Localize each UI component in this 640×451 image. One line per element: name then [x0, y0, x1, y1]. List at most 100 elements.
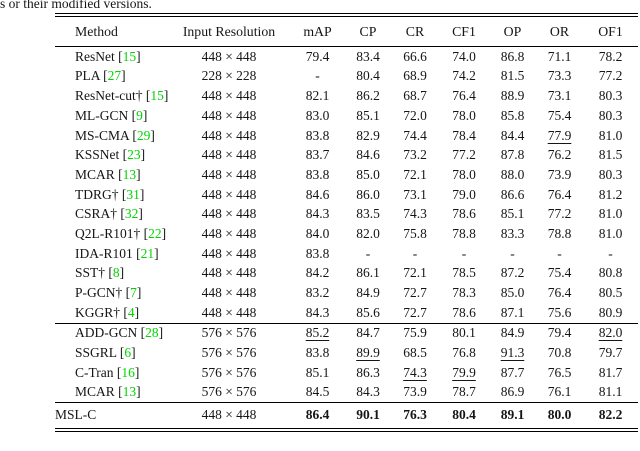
metric-cell: 73.3: [536, 67, 583, 87]
metric-value: 89.1: [500, 407, 525, 423]
citation-link[interactable]: 32: [124, 206, 139, 222]
metric-value: 78.3: [452, 285, 476, 301]
citation-link[interactable]: 7: [130, 285, 137, 301]
metric-cell: 91.3: [489, 343, 536, 363]
table-row: SST† [8] 448 × 448 84.2 86.1 72.1 78.5 87.2 75.…: [55, 264, 638, 284]
citation-link[interactable]: 23: [127, 147, 141, 163]
citation-link[interactable]: 29: [136, 127, 151, 143]
metric-value: 77.2: [547, 206, 572, 222]
metric-cell: -: [489, 244, 536, 264]
metric-value: 72.1: [403, 265, 427, 281]
citation-link[interactable]: 6: [124, 345, 132, 361]
citation-link[interactable]: 13: [122, 384, 137, 400]
metric-cell: 85.0: [489, 283, 536, 303]
metric-value: 68.9: [403, 68, 427, 84]
method-name: KSSNet: [75, 147, 120, 163]
metric-value: 75.4: [547, 265, 572, 281]
citation-link[interactable]: 15: [150, 88, 164, 104]
metric-cell: 81.0: [583, 205, 638, 225]
metric-cell: 76.1: [536, 383, 583, 403]
citation-link[interactable]: 9: [136, 107, 143, 123]
method-cell: ADD-GCN [28]: [75, 325, 164, 341]
citation-link[interactable]: 4: [127, 304, 135, 320]
metric-cell: 74.2: [439, 67, 489, 87]
metric-cell: 80.3: [583, 106, 638, 126]
method-name: IDA-R101: [75, 245, 133, 261]
caption-fragment: s or their modified versions.: [0, 0, 152, 11]
table-row: ResNet [15] 448 × 448 79.4 83.4 66.6 74.0 86.8…: [55, 47, 638, 67]
method-name: ADD-GCN: [75, 325, 138, 341]
table-row: KSSNet [23] 448 × 448 83.7 84.6 73.2 77.2 87.8…: [55, 145, 638, 165]
table-row: MS-CMA [29] 448 × 448 83.8 82.9 74.4 78.4 84.4…: [55, 126, 638, 146]
metric-cell: 78.3: [439, 283, 489, 303]
table-group-1: ResNet [15] 448 × 448 79.4 83.4 66.6 74.0 86.8…: [55, 46, 638, 324]
metric-value: 81.1: [598, 384, 623, 400]
metric-value: 77.2: [452, 147, 476, 163]
citation-link[interactable]: 27: [107, 68, 122, 84]
metric-value: -: [365, 245, 371, 261]
metric-cell: 84.3: [345, 383, 391, 403]
input-resolution-cell: 448 × 448: [201, 225, 257, 241]
metric-value: 74.4: [403, 127, 427, 143]
citation-link[interactable]: 15: [122, 48, 137, 64]
metric-cell: 72.7: [391, 283, 439, 303]
metric-cell: 74.4: [391, 126, 439, 146]
metric-value: 76.4: [452, 88, 476, 104]
method-cell: IDA-R101 [21]: [75, 245, 159, 261]
input-resolution-cell: 448 × 448: [201, 245, 257, 261]
metric-value: 86.1: [356, 265, 380, 281]
metric-value: 87.8: [500, 147, 525, 163]
table-row: ResNet-cut† [15] 448 × 448 82.1 86.2 68.7 76.…: [55, 86, 638, 106]
citation-link[interactable]: 21: [140, 245, 155, 261]
metric-cell: -: [290, 67, 345, 87]
metric-value: 75.6: [547, 304, 572, 320]
citation-link[interactable]: 31: [126, 186, 140, 202]
metric-cell: 72.1: [391, 165, 439, 185]
metric-value: 72.1: [403, 166, 427, 182]
metric-cell: 84.6: [290, 185, 345, 205]
metric-cell: 83.5: [345, 205, 391, 225]
metric-cell: 81.5: [583, 145, 638, 165]
metric-cell: 84.0: [290, 224, 345, 244]
metric-value: 84.9: [356, 285, 380, 301]
citation-link[interactable]: 16: [121, 364, 135, 380]
method-cell: MS-CMA [29]: [75, 127, 155, 143]
metric-value: 80.3: [598, 166, 623, 182]
metric-value: 74.3: [403, 206, 427, 222]
metric-cell: 78.0: [439, 165, 489, 185]
metric-value: 84.3: [305, 206, 330, 222]
metric-cell: 80.3: [583, 165, 638, 185]
metric-value: 84.3: [356, 384, 380, 400]
metric-value: 83.8: [305, 166, 330, 182]
metric-cell: 88.9: [489, 86, 536, 106]
metric-value: 84.7: [356, 325, 380, 341]
input-resolution-cell: 576 × 576: [201, 364, 257, 380]
metric-value: 80.8: [598, 265, 623, 281]
metric-cell: 86.9: [489, 383, 536, 403]
metric-cell: 79.9: [439, 363, 489, 383]
table-group-3: MSL-C 448 × 448 86.4 90.1 76.3 80.4 89.1 80.0 82…: [55, 402, 638, 430]
metric-value: 79.4: [547, 325, 572, 341]
metric-cell: 82.0: [583, 323, 638, 343]
citation-link[interactable]: 22: [148, 225, 162, 241]
metric-cell: 80.3: [583, 86, 638, 106]
metric-value: 73.1: [403, 186, 427, 202]
metric-cell: 81.5: [489, 67, 536, 87]
metric-cell: 83.8: [290, 343, 345, 363]
citation-link[interactable]: 28: [145, 325, 159, 341]
metric-value: 76.1: [547, 384, 572, 400]
citation-link[interactable]: 13: [122, 166, 137, 182]
metric-cell: 86.2: [345, 86, 391, 106]
method-cell: MCAR [13]: [75, 384, 141, 400]
metric-value: 85.2: [305, 325, 330, 341]
method-cell: C-Tran [16]: [75, 364, 140, 380]
metric-value: 84.6: [305, 186, 330, 202]
input-resolution-cell: 448 × 448: [201, 107, 257, 123]
metric-value: 81.2: [598, 186, 623, 202]
metric-value: 75.8: [403, 225, 427, 241]
citation-link[interactable]: 8: [112, 265, 120, 281]
metric-cell: 81.0: [583, 126, 638, 146]
method-name: P-GCN†: [75, 285, 123, 301]
metric-cell: 88.0: [489, 165, 536, 185]
input-resolution-cell: 448 × 448: [201, 285, 257, 301]
